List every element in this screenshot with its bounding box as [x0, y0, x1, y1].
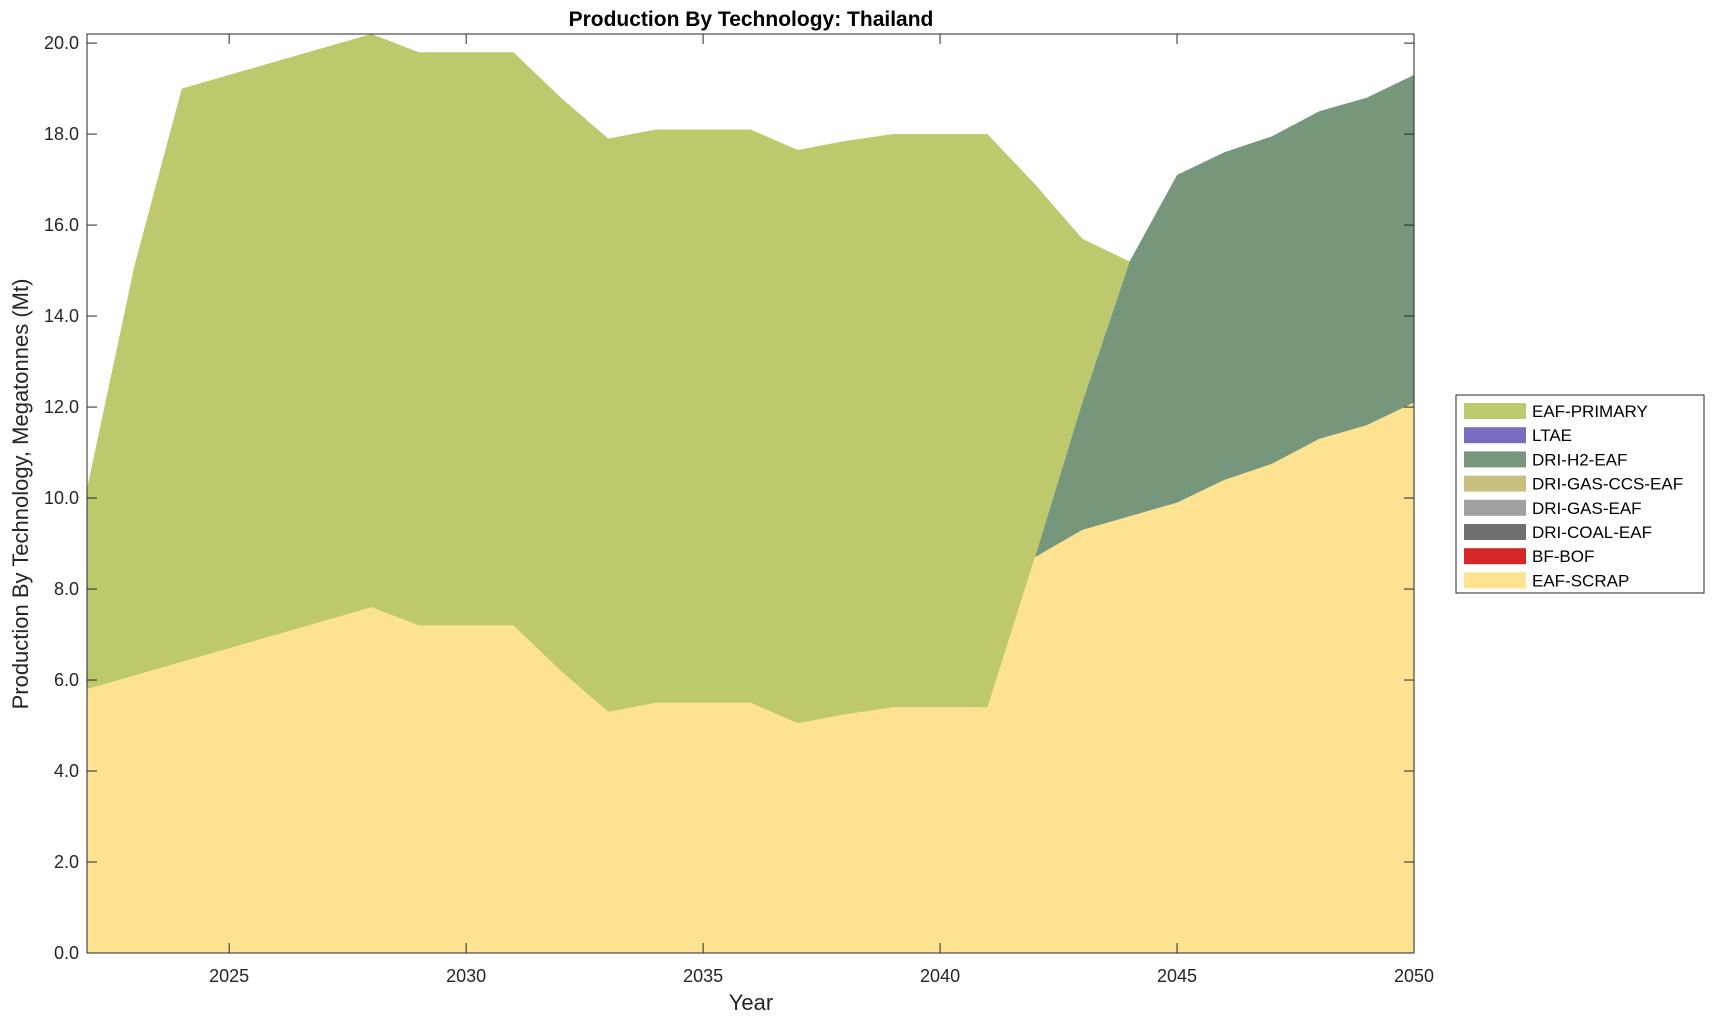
legend-label-dri-coal-eaf: DRI-COAL-EAF	[1532, 523, 1652, 542]
y-axis-label: Production By Technology, Megatonnes (Mt…	[8, 279, 33, 710]
area-eaf-primary	[87, 34, 1414, 724]
legend-label-eaf-primary: EAF-PRIMARY	[1532, 402, 1648, 421]
y-tick-label: 16.0	[44, 215, 79, 235]
legend-swatch-bf-bof	[1464, 548, 1526, 565]
legend-label-ltae: LTAE	[1532, 426, 1572, 445]
x-axis: 2025 2030 2035 2040 2045 2050	[209, 34, 1434, 986]
x-tick-label: 2050	[1394, 966, 1434, 986]
y-tick-label: 2.0	[54, 852, 79, 872]
legend-label-bf-bof: BF-BOF	[1532, 547, 1594, 566]
legend-swatch-ltae	[1464, 427, 1526, 444]
y-tick-label: 10.0	[44, 488, 79, 508]
legend-swatch-eaf-primary	[1464, 403, 1526, 419]
legend-swatch-dri-gas-eaf	[1464, 499, 1526, 516]
y-tick-label: 12.0	[44, 397, 79, 417]
area-dri-h2-eaf	[87, 74, 1414, 724]
x-tick-label: 2035	[683, 966, 723, 986]
legend-label-dri-gas-ccs-eaf: DRI-GAS-CCS-EAF	[1532, 475, 1683, 494]
x-tick-label: 2025	[209, 966, 249, 986]
x-axis-label: Year	[729, 990, 773, 1015]
x-tick-label: 2045	[1157, 966, 1197, 986]
plot-areas	[87, 34, 1414, 953]
x-tick-label: 2030	[446, 966, 486, 986]
chart-title: Production By Technology: Thailand	[569, 8, 934, 31]
y-tick-label: 18.0	[44, 124, 79, 144]
legend-label-eaf-scrap: EAF-SCRAP	[1532, 571, 1629, 590]
area-eaf-scrap	[87, 402, 1414, 953]
y-tick-label: 4.0	[54, 761, 79, 781]
y-tick-label: 14.0	[44, 306, 79, 326]
legend-swatch-dri-gas-ccs-eaf	[1464, 475, 1526, 492]
y-axis: 0.0 2.0 4.0 6.0 8.0 10.0 12.0 14.0 16.0 18.0 20.0	[44, 33, 1414, 963]
y-tick-label: 6.0	[54, 670, 79, 690]
legend-label-dri-h2-eaf: DRI-H2-EAF	[1532, 450, 1627, 469]
y-tick-label: 20.0	[44, 33, 79, 53]
plot-frame	[86, 33, 1415, 954]
x-tick-label: 2040	[920, 966, 960, 986]
y-tick-label: 0.0	[54, 943, 79, 963]
legend: EAF-PRIMARY LTAE DRI-H2-EAF DRI-GAS-CCS-EAF…	[1455, 394, 1705, 594]
y-tick-label: 8.0	[54, 579, 79, 599]
legend-label-dri-gas-eaf: DRI-GAS-EAF	[1532, 499, 1642, 518]
legend-swatch-dri-h2-eaf	[1464, 451, 1526, 468]
legend-swatch-dri-coal-eaf	[1464, 524, 1526, 540]
legend-swatch-eaf-scrap	[1464, 572, 1526, 589]
